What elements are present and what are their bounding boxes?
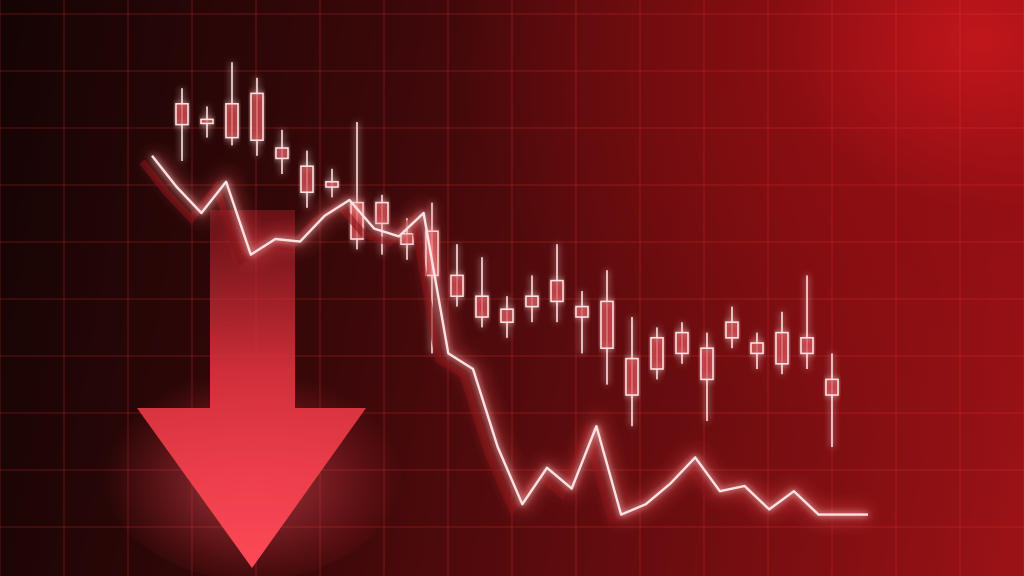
candle-body <box>775 331 789 365</box>
candlestick <box>575 291 589 354</box>
candlestick <box>675 322 689 364</box>
candlestick <box>275 129 289 174</box>
candlestick <box>300 150 314 208</box>
candlestick-series <box>175 62 839 447</box>
candlestick <box>375 194 389 255</box>
candle-body <box>475 295 489 318</box>
candle-body <box>825 378 839 396</box>
candlestick <box>175 88 189 161</box>
candle-body <box>300 165 314 193</box>
candle-body <box>800 336 814 355</box>
candle-body <box>550 279 564 303</box>
candle-body <box>375 201 389 225</box>
candlestick <box>750 332 764 369</box>
candlestick <box>525 275 539 323</box>
candle-body <box>500 308 514 324</box>
candlestick <box>700 332 714 421</box>
down-arrow-icon <box>137 210 366 568</box>
candlestick <box>650 327 664 380</box>
candle-body <box>725 321 739 339</box>
candlestick <box>475 257 489 328</box>
candle-body <box>175 103 189 126</box>
candle-body <box>575 305 589 318</box>
candle-body <box>750 342 764 355</box>
candle-body <box>200 118 214 125</box>
candle-body <box>700 347 714 381</box>
candlestick <box>225 62 239 146</box>
candlestick <box>500 296 514 338</box>
down-arrow-layer <box>102 210 402 576</box>
candle-body <box>275 147 289 160</box>
candle-body <box>225 103 239 139</box>
candle-body <box>675 331 689 355</box>
candlestick <box>550 244 564 323</box>
candlestick <box>725 306 739 349</box>
trend-line-layer <box>139 152 868 526</box>
candlestick <box>800 275 814 369</box>
candlestick <box>600 270 614 385</box>
candlestick <box>625 317 639 427</box>
candle-body <box>650 336 664 370</box>
candlestick <box>825 353 839 447</box>
candle-body <box>325 181 339 188</box>
candlestick <box>450 244 464 307</box>
candlestick <box>200 106 214 138</box>
candle-body <box>250 92 264 142</box>
candlestick <box>775 311 789 375</box>
candle-body <box>625 357 639 396</box>
candle-body <box>600 300 614 349</box>
candlestick <box>325 168 339 198</box>
trend-line <box>151 155 868 516</box>
candlestick <box>250 77 264 156</box>
candle-body <box>450 274 464 297</box>
candle-body <box>525 295 539 308</box>
